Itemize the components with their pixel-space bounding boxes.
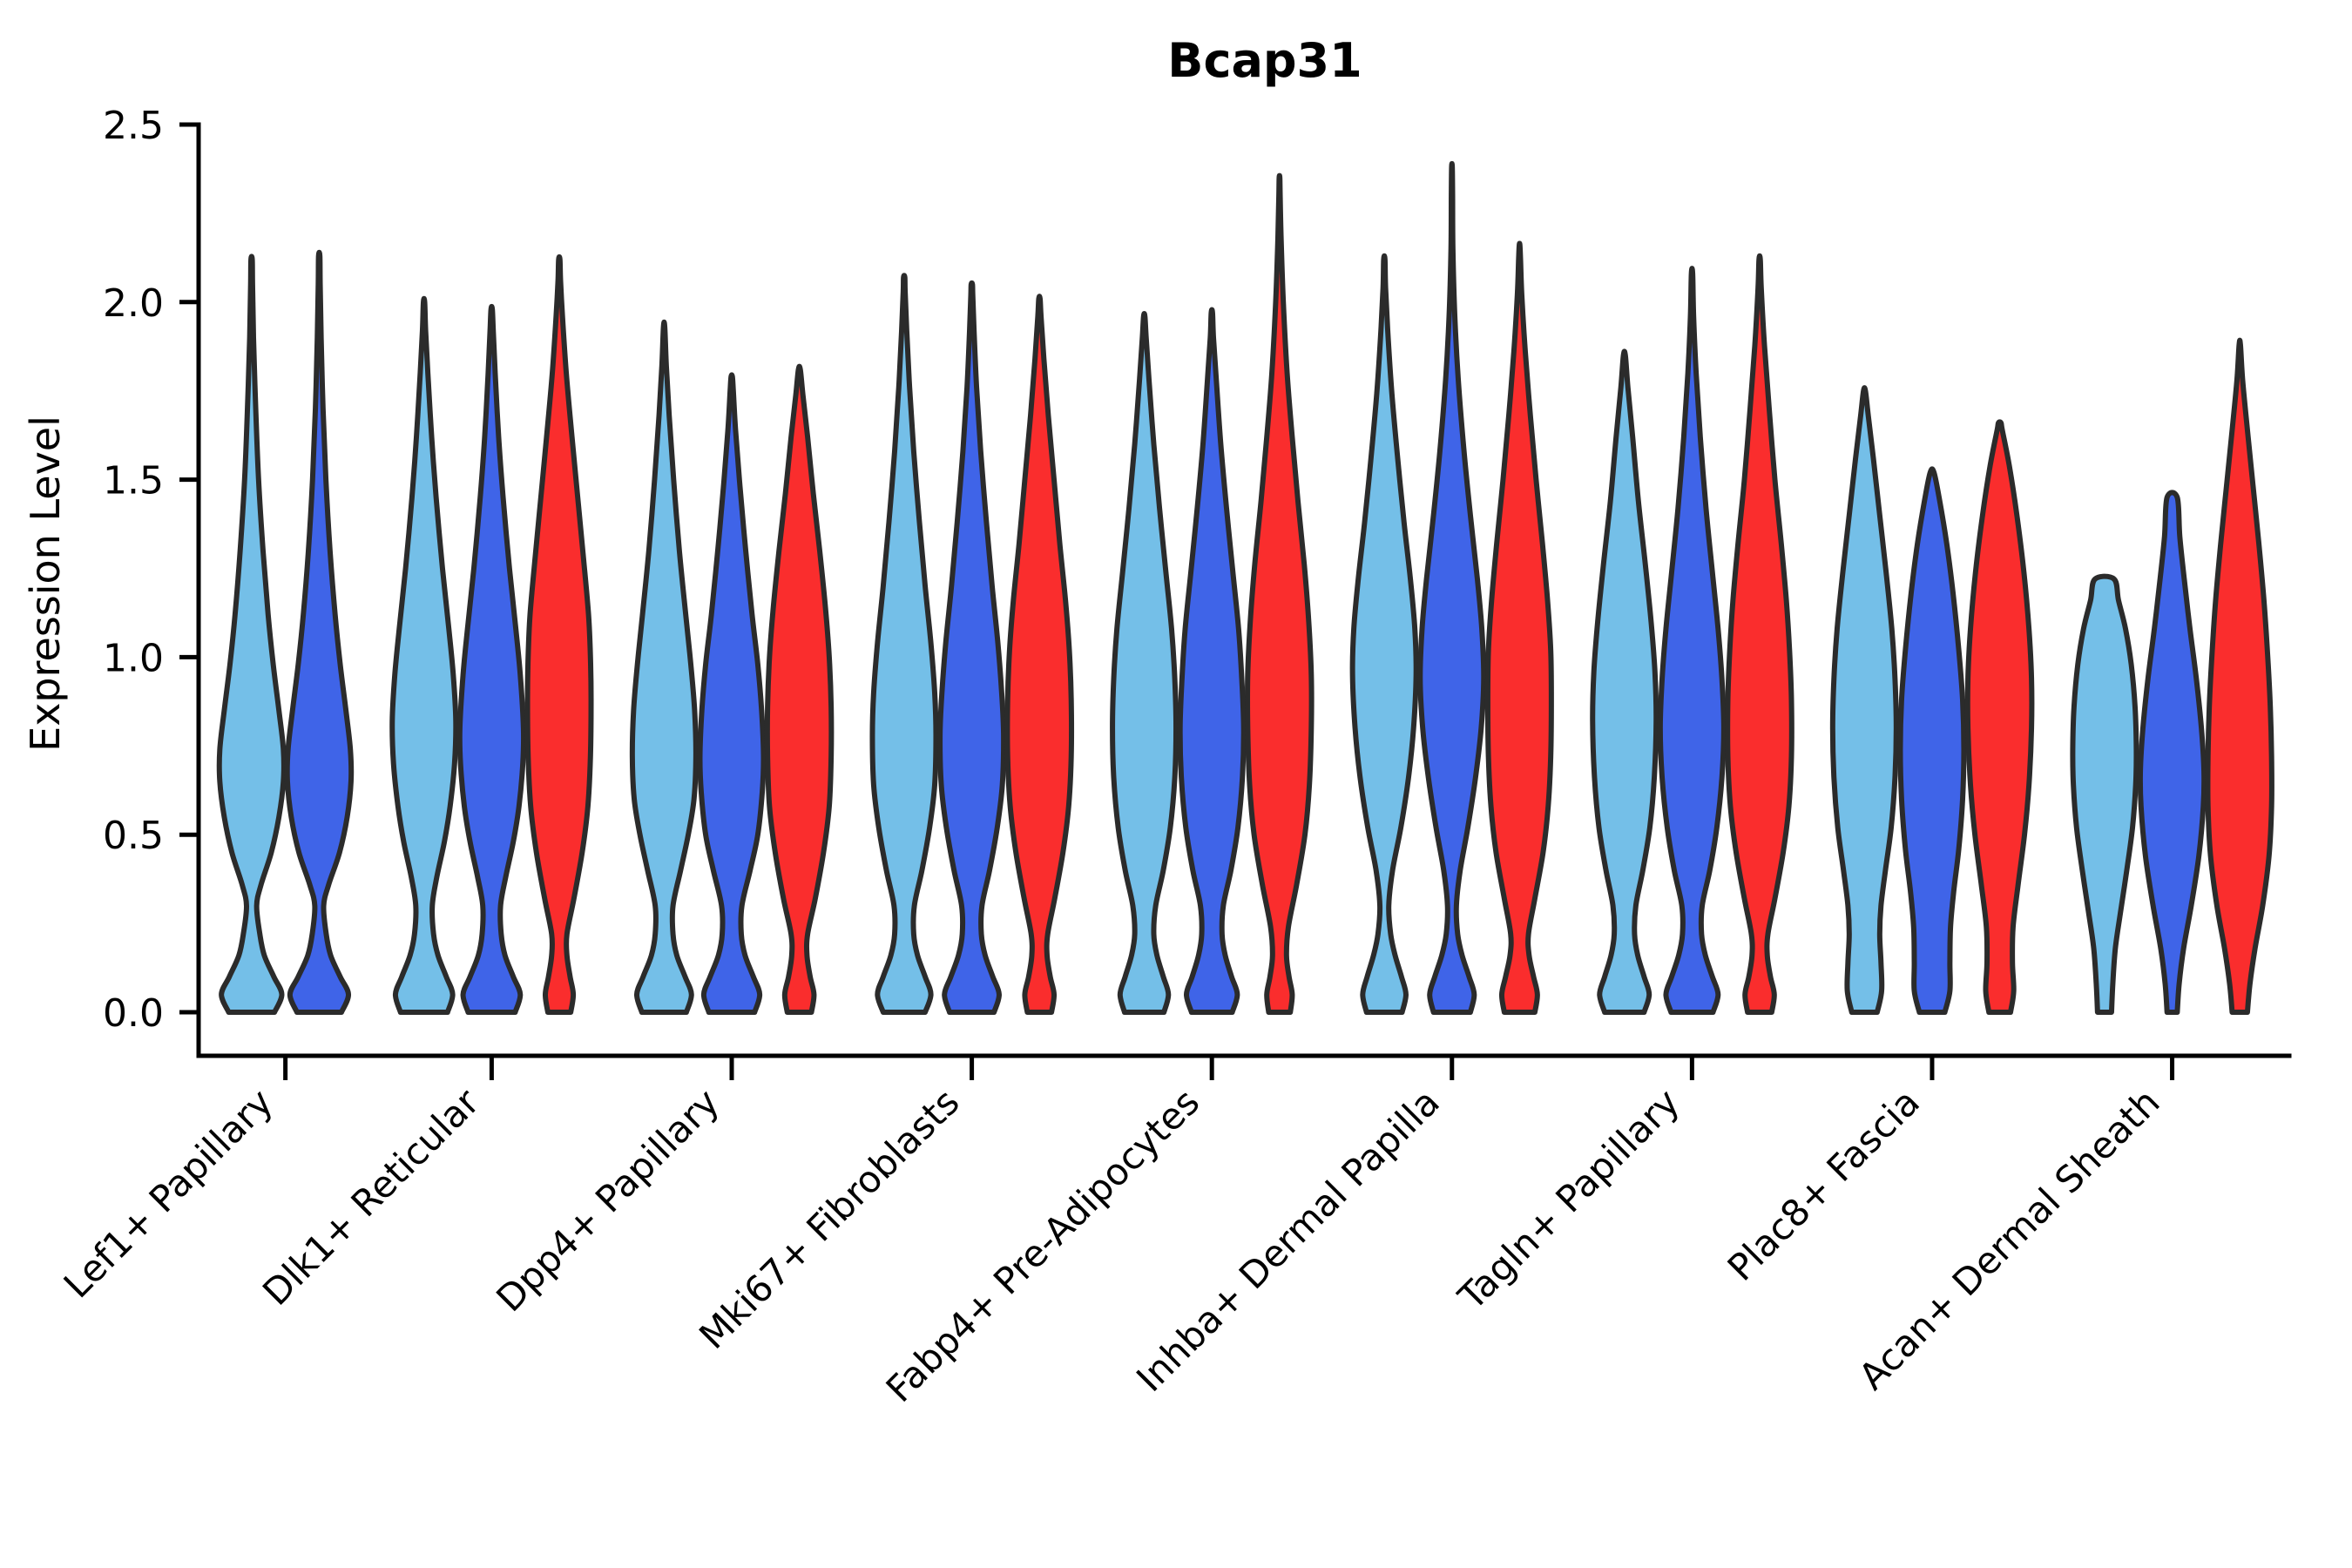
violin-shape[interactable] (697, 372, 767, 1015)
violin-shape[interactable] (389, 295, 459, 1015)
violin-shape[interactable] (456, 303, 527, 1015)
violin-group (629, 319, 835, 1015)
x-tick-label: Plac8+ Fascia (1720, 1080, 1928, 1288)
violin-shape[interactable] (1349, 253, 1419, 1015)
x-tick-label: Dlk1+ Reticular (254, 1080, 488, 1314)
violin-group (1590, 253, 1794, 1015)
violin-shape[interactable] (869, 273, 939, 1015)
violin-shape[interactable] (1245, 172, 1315, 1015)
y-axis-label-group: Expression Level (22, 416, 69, 752)
y-axis-ticks: 0.0 0.5 1.0 1.5 2.0 2.5 (103, 104, 199, 1036)
page-title: Bcap31 (1167, 33, 1362, 88)
violin-shape[interactable] (1110, 311, 1179, 1015)
violin-shape[interactable] (1964, 419, 2035, 1015)
chart-title-group: Bcap31 (1167, 33, 1362, 88)
violin-shape[interactable] (1829, 385, 1899, 1015)
violin-shape[interactable] (1897, 466, 1967, 1015)
violin-shape[interactable] (1725, 253, 1794, 1015)
violin-group (1829, 385, 2035, 1015)
violin-group (869, 273, 1075, 1015)
violin-shape[interactable] (1177, 307, 1247, 1015)
y-axis-label: Expression Level (22, 416, 69, 752)
violin-group (1349, 160, 1554, 1015)
violin-shape[interactable] (1004, 294, 1075, 1015)
violin-series-group (216, 160, 2274, 1015)
violin-group (1110, 172, 1315, 1015)
violin-shape[interactable] (524, 253, 594, 1015)
violin-shape[interactable] (284, 249, 355, 1015)
y-tick-label: 2.0 (103, 281, 164, 326)
violin-group (216, 249, 355, 1015)
axis-spines (196, 122, 2292, 1058)
x-tick-label: Lef1+ Papillary (56, 1080, 281, 1306)
y-tick-label: 0.5 (103, 814, 164, 858)
violin-shape[interactable] (1484, 240, 1554, 1015)
y-tick-label: 0.0 (103, 991, 164, 1036)
violin-group (389, 253, 594, 1015)
violin-group (2070, 337, 2274, 1015)
violin-shape[interactable] (216, 253, 287, 1015)
violin-shape[interactable] (2070, 573, 2139, 1015)
violin-shape[interactable] (629, 319, 699, 1015)
x-tick-label: Mki67+ Fibroblasts (691, 1080, 967, 1356)
violin-shape[interactable] (2205, 337, 2274, 1015)
violin-shape[interactable] (764, 363, 835, 1015)
violin-shape[interactable] (1657, 266, 1727, 1015)
x-tick-label: Dpp4+ Papillary (488, 1080, 727, 1320)
y-tick-label: 1.5 (103, 459, 164, 504)
violin-shape[interactable] (937, 280, 1007, 1015)
violin-shape[interactable] (1417, 160, 1487, 1015)
y-tick-label: 2.5 (103, 104, 164, 148)
x-axis-ticks (283, 1056, 2175, 1080)
violin-shape[interactable] (2137, 490, 2207, 1015)
x-tick-label: Tagln+ Papillary (1450, 1080, 1687, 1318)
violin-shape[interactable] (1590, 348, 1659, 1015)
y-tick-label: 1.0 (103, 636, 164, 680)
